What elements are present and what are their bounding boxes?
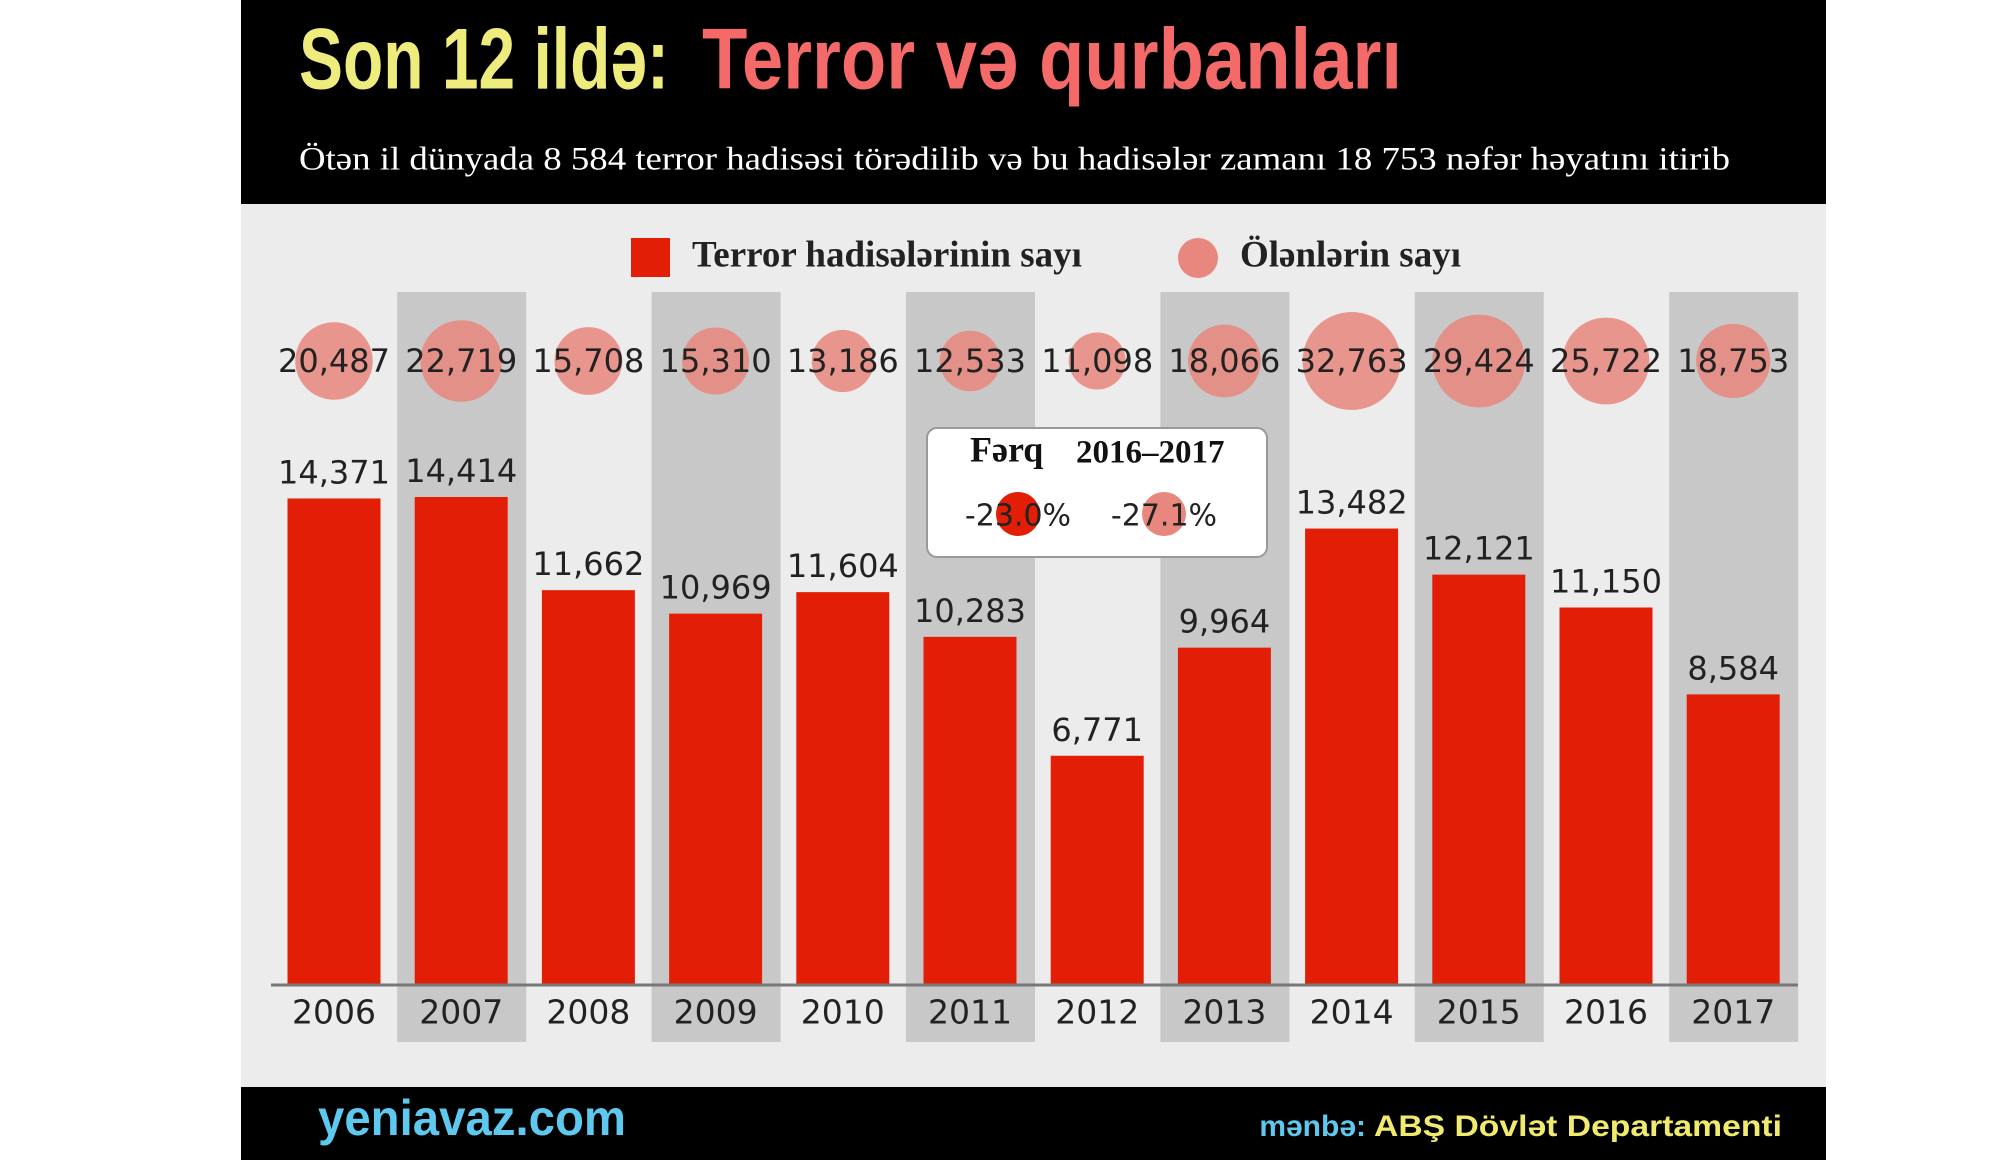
- difference-values: -23.0% -27.1%: [965, 492, 1217, 536]
- legend: Terror hadisələrinin sayı Ölənlərin sayı: [631, 234, 1461, 278]
- bubble-label: 11,098: [1041, 342, 1153, 380]
- legend-label: Ölənlərin sayı: [1240, 234, 1461, 275]
- bar-label: 11,662: [532, 545, 644, 583]
- legend-swatch: [631, 238, 670, 277]
- x-tick-label: 2017: [1691, 993, 1775, 1032]
- bubble: [939, 330, 1001, 392]
- x-tick-label: 2009: [674, 993, 758, 1032]
- bar: [1559, 607, 1653, 985]
- difference-period: 2016–2017: [1076, 435, 1225, 471]
- bubble: [811, 329, 874, 393]
- bar: [923, 636, 1017, 985]
- legend-label: Terror hadisələrinin sayı: [692, 234, 1082, 275]
- bar-label: 6,771: [1051, 711, 1143, 749]
- bubble: [1068, 332, 1126, 390]
- bubble-label: 12,533: [914, 342, 1026, 380]
- bar-label: 13,482: [1296, 484, 1408, 522]
- difference-title: Fərq: [970, 429, 1043, 469]
- title-lead: Son 12 ildə:: [299, 12, 669, 108]
- x-tick-label: 2014: [1310, 993, 1394, 1032]
- bar: [669, 613, 763, 985]
- difference-value: -27.1%: [1111, 499, 1217, 534]
- bubble: [1562, 317, 1650, 405]
- bubble: [1302, 312, 1401, 410]
- x-tick-label: 2015: [1437, 993, 1521, 1032]
- bar-label: 11,150: [1550, 563, 1662, 601]
- bubble: [420, 320, 503, 402]
- difference-marker: [996, 492, 1040, 536]
- bar: [541, 590, 635, 985]
- bar: [1177, 647, 1271, 985]
- bar-label: 8,584: [1687, 649, 1779, 687]
- bubble: [295, 322, 373, 400]
- bubble-label: 15,708: [532, 342, 644, 380]
- footer-source-label: mənbə:: [1259, 1110, 1366, 1143]
- bubble-label: 15,310: [660, 342, 772, 380]
- bar-label: 11,604: [787, 547, 899, 585]
- bubble-label: 20,487: [278, 342, 390, 380]
- x-tick-label: 2007: [419, 993, 503, 1032]
- footer-background: [241, 1087, 1826, 1160]
- bubble-label: 29,424: [1423, 342, 1535, 380]
- bubble: [682, 327, 750, 395]
- plot: 14,371 20,487 2006 14,414 22,719 2007 11,662 15…: [271, 312, 1798, 1032]
- x-tick-label: 2013: [1182, 993, 1266, 1032]
- footer-site: yeniavaz.com: [318, 1090, 626, 1146]
- bar-label: 14,414: [405, 452, 517, 490]
- bar-label: 10,969: [660, 569, 772, 607]
- bubble-label: 18,066: [1168, 342, 1280, 380]
- bar: [1050, 755, 1144, 985]
- bubble-label: 32,763: [1296, 342, 1408, 380]
- difference-box: Fərq 2016–2017 -23.0% -27.1%: [926, 427, 1268, 558]
- bubble: [554, 327, 623, 395]
- bubble: [1188, 324, 1261, 398]
- difference-value: -23.0%: [965, 499, 1071, 534]
- bubble-label: 22,719: [405, 342, 517, 380]
- difference-marker: [1142, 492, 1186, 536]
- bubble-label: 18,753: [1677, 342, 1789, 380]
- subtitle: Ötən il dünyada 8 584 terror hadisəsi tö…: [299, 142, 1730, 178]
- x-tick-label: 2012: [1055, 993, 1139, 1032]
- bar: [287, 498, 381, 985]
- bar-label: 14,371: [278, 453, 390, 491]
- x-tick-label: 2008: [546, 993, 630, 1032]
- x-tick-label: 2010: [801, 993, 885, 1032]
- bar-label: 12,121: [1423, 530, 1535, 568]
- bar: [796, 592, 890, 985]
- bubble: [1696, 323, 1771, 399]
- bubble-label: 25,722: [1550, 342, 1662, 380]
- bubble-label: 13,186: [787, 342, 899, 380]
- header-background: [241, 0, 1826, 204]
- bar-label: 9,964: [1179, 603, 1271, 641]
- x-tick-label: 2011: [928, 993, 1012, 1032]
- bar-label: 10,283: [914, 592, 1026, 630]
- bar: [1686, 694, 1780, 985]
- bubble: [1432, 314, 1526, 408]
- title-main: Terror və qurbanları: [702, 12, 1402, 108]
- x-tick-label: 2006: [292, 993, 376, 1032]
- x-tick-label: 2016: [1564, 993, 1648, 1032]
- bar: [1432, 574, 1526, 985]
- bar: [414, 497, 508, 985]
- legend-swatch: [1178, 238, 1218, 278]
- footer-source: ABŞ Dövlət Departamenti: [1374, 1110, 1782, 1143]
- bar: [1305, 528, 1399, 985]
